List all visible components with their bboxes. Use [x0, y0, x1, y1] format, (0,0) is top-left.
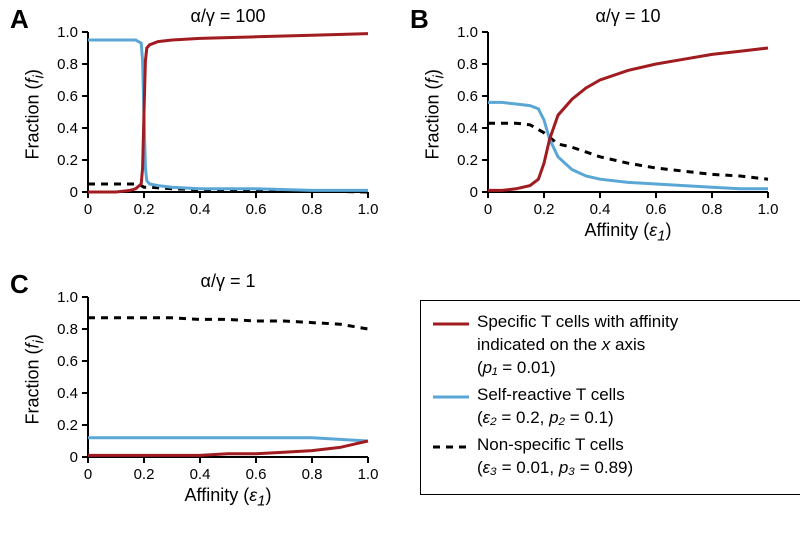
x-tick-label: 0.8 [302, 201, 323, 218]
y-tick-label: 0.8 [457, 56, 478, 73]
x-tick-label: 0.2 [134, 201, 155, 218]
chart-svg-B: 0 0.2 0.4 0.6 0.8 1.0 0 0.2 0.4 0.6 0.8 1.0 [438, 22, 788, 232]
panel-B: Bα/γ = 10Fraction (fi) 00.20.40.60.81.00… [410, 0, 790, 275]
chart-svg-A: 0 0.2 0.4 0.6 0.8 1.0 0 0.2 0.4 0.6 0.8 1.0 [38, 22, 388, 232]
series-self-reactive [88, 40, 368, 190]
series-specific [88, 441, 368, 455]
y-tick-label: 1.0 [457, 24, 478, 41]
x-tick-label: 0.6 [246, 201, 267, 218]
y-tick-label: 0.6 [57, 88, 78, 105]
x-tick-label: 1.0 [358, 201, 379, 218]
y-tick-label: 0 [70, 184, 78, 201]
x-tick-label: 0 [84, 466, 92, 483]
x-tick-label: 0.4 [190, 466, 211, 483]
chart-wrap-C: 0 0.2 0.4 0.6 0.8 1.0 0 0.2 0.4 0.6 0.8 1.0 [38, 287, 388, 497]
y-tick-label: 0.4 [457, 120, 478, 137]
series-specific [488, 48, 768, 190]
x-axis-label: Affinity (ε1) [488, 220, 768, 245]
panel-label-A: A [10, 4, 29, 35]
legend-swatch-1 [433, 388, 469, 406]
panel-label-C: C [10, 269, 29, 300]
legend-item-1: Self-reactive T cells(ε₂ = 0.2, p₂ = 0.1… [433, 384, 800, 430]
y-tick-label: 1.0 [57, 24, 78, 41]
y-tick-label: 0.4 [57, 120, 78, 137]
legend-text-2: Non-specific T cells(ε₃ = 0.01, p₃ = 0.8… [477, 434, 800, 480]
series-self-reactive [88, 438, 368, 441]
y-tick-label: 0.2 [57, 417, 78, 434]
legend-text-0: Specific T cells with affinityindicated … [477, 311, 800, 380]
legend-item-0: Specific T cells with affinityindicated … [433, 311, 800, 380]
y-tick-label: 0.4 [57, 385, 78, 402]
series-nonspecific [488, 123, 768, 179]
legend-swatch-2 [433, 438, 469, 456]
y-tick-label: 0 [470, 184, 478, 201]
x-tick-label: 0.8 [302, 466, 323, 483]
legend-item-2: Non-specific T cells(ε₃ = 0.01, p₃ = 0.8… [433, 434, 800, 480]
y-tick-label: 0.6 [457, 88, 478, 105]
y-tick-label: 0 [70, 449, 78, 466]
plot-lines [88, 318, 368, 456]
panel-label-B: B [410, 4, 429, 35]
y-tick-label: 0.2 [57, 152, 78, 169]
x-tick-label: 0 [484, 201, 492, 218]
y-tick-label: 0.6 [57, 353, 78, 370]
panel-C: Cα/γ = 1Fraction (fi) 00.20.40.60.81.000… [10, 265, 390, 540]
y-tick-label: 0.8 [57, 321, 78, 338]
series-specific [88, 34, 368, 192]
plot-lines [488, 48, 768, 190]
legend-text-1: Self-reactive T cells(ε₂ = 0.2, p₂ = 0.1… [477, 384, 800, 430]
series-nonspecific [88, 318, 368, 329]
plot-lines [88, 34, 368, 192]
x-tick-label: 0.2 [134, 466, 155, 483]
x-tick-label: 0 [84, 201, 92, 218]
x-tick-label: 0.6 [246, 466, 267, 483]
y-tick-label: 1.0 [57, 289, 78, 306]
chart-wrap-A: 0 0.2 0.4 0.6 0.8 1.0 0 0.2 0.4 0.6 0.8 1.0 [38, 22, 388, 232]
x-tick-label: 1.0 [758, 201, 779, 218]
x-tick-label: 0.2 [534, 201, 555, 218]
x-tick-label: 0.8 [702, 201, 723, 218]
x-tick-label: 0.4 [590, 201, 611, 218]
panel-A: Aα/γ = 100Fraction (fi) 00.20.40.60.81.0… [10, 0, 390, 250]
chart-svg-C: 0 0.2 0.4 0.6 0.8 1.0 0 0.2 0.4 0.6 0.8 1.0 [38, 287, 388, 497]
x-tick-label: 0.4 [190, 201, 211, 218]
x-tick-label: 0.6 [646, 201, 667, 218]
legend: Specific T cells with affinityindicated … [420, 300, 800, 495]
chart-wrap-B: 0 0.2 0.4 0.6 0.8 1.0 0 0.2 0.4 0.6 0.8 1.0 [438, 22, 788, 232]
x-axis-label: Affinity (ε1) [88, 485, 368, 510]
x-tick-label: 1.0 [358, 466, 379, 483]
legend-swatch-0 [433, 315, 469, 333]
y-tick-label: 0.8 [57, 56, 78, 73]
y-tick-label: 0.2 [457, 152, 478, 169]
